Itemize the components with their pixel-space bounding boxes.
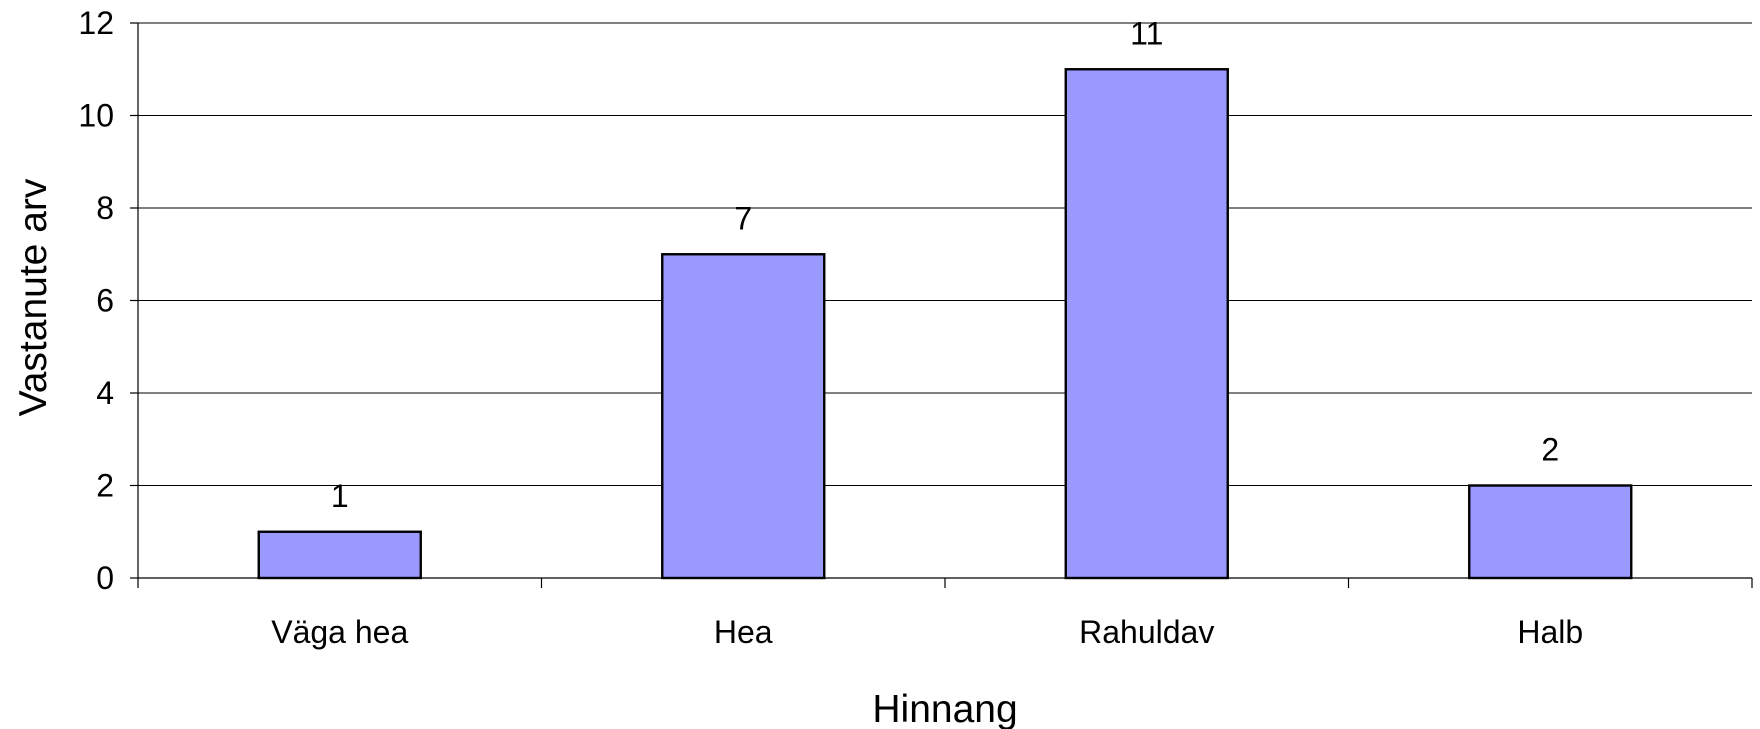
x-tick-label-4: Halb xyxy=(1517,614,1583,650)
y-tick-label-8: 8 xyxy=(96,190,114,226)
data-label-2: 7 xyxy=(734,200,752,236)
bar-4 xyxy=(1468,484,1633,580)
bar-2 xyxy=(661,253,826,580)
axes xyxy=(130,22,1753,588)
x-tick-labels: Väga hea Hea Rahuldav Halb xyxy=(271,614,1583,650)
x-tick-label-3: Rahuldav xyxy=(1079,614,1214,650)
data-labels: 1 7 11 2 xyxy=(331,15,1559,514)
bar-3 xyxy=(1064,68,1229,580)
y-tick-label-12: 12 xyxy=(78,5,114,41)
y-axis-title: Vastanute arv xyxy=(12,178,55,416)
y-tick-label-6: 6 xyxy=(96,283,114,319)
data-label-1: 1 xyxy=(331,478,349,514)
y-tick-label-0: 0 xyxy=(96,560,114,596)
data-label-3: 11 xyxy=(1130,15,1163,51)
gridlines xyxy=(138,22,1752,486)
y-tick-label-10: 10 xyxy=(78,98,114,134)
x-tick-label-2: Hea xyxy=(714,614,773,650)
y-tick-label-4: 4 xyxy=(96,375,114,411)
data-label-4: 2 xyxy=(1541,432,1559,468)
x-axis-title: Hinnang xyxy=(872,688,1017,729)
y-tick-label-2: 2 xyxy=(96,468,114,504)
bar-1 xyxy=(257,530,422,580)
x-tick-label-1: Väga hea xyxy=(271,614,408,650)
bars xyxy=(257,68,1633,580)
y-tick-labels: 0 2 4 6 8 10 12 xyxy=(78,5,114,596)
